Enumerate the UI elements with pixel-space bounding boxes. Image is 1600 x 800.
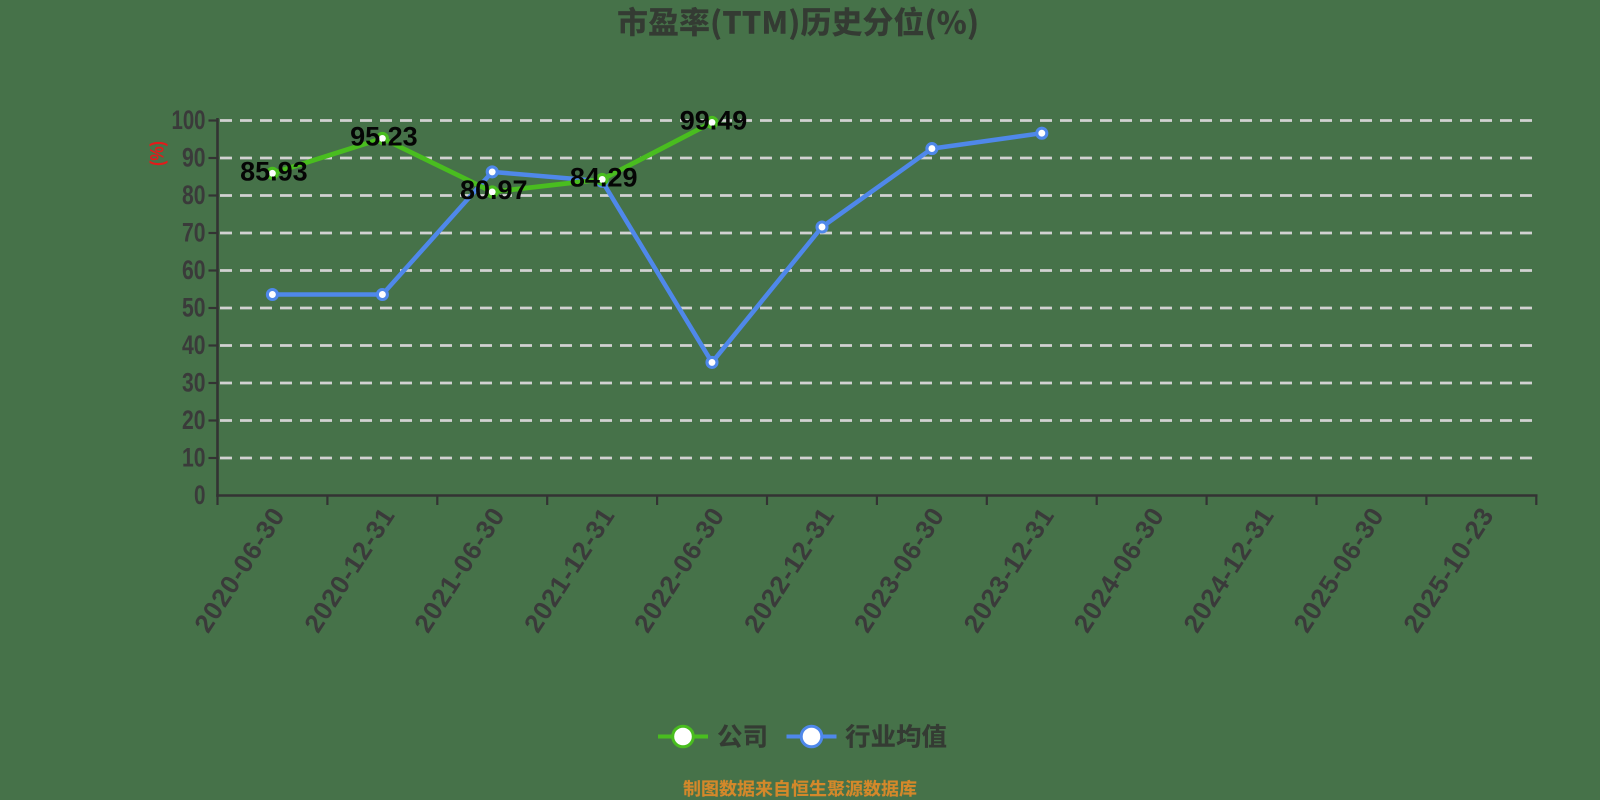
svg-text:80: 80 (182, 180, 206, 210)
svg-text:100: 100 (172, 105, 206, 135)
svg-text:(%): (%) (148, 141, 169, 166)
svg-text:84.29: 84.29 (570, 162, 638, 192)
svg-text:50: 50 (182, 293, 206, 323)
svg-text:60: 60 (182, 255, 206, 285)
svg-text:40: 40 (182, 330, 206, 360)
svg-text:99.49: 99.49 (680, 105, 748, 135)
svg-text:70: 70 (182, 218, 206, 248)
svg-text:10: 10 (182, 443, 206, 473)
svg-text:80.97: 80.97 (460, 175, 528, 205)
svg-text:0: 0 (194, 480, 206, 510)
svg-text:90: 90 (182, 143, 206, 173)
svg-text:95.23: 95.23 (350, 121, 418, 151)
svg-text:85.93: 85.93 (240, 156, 308, 186)
svg-text:20: 20 (182, 405, 206, 435)
svg-text:30: 30 (182, 368, 206, 398)
